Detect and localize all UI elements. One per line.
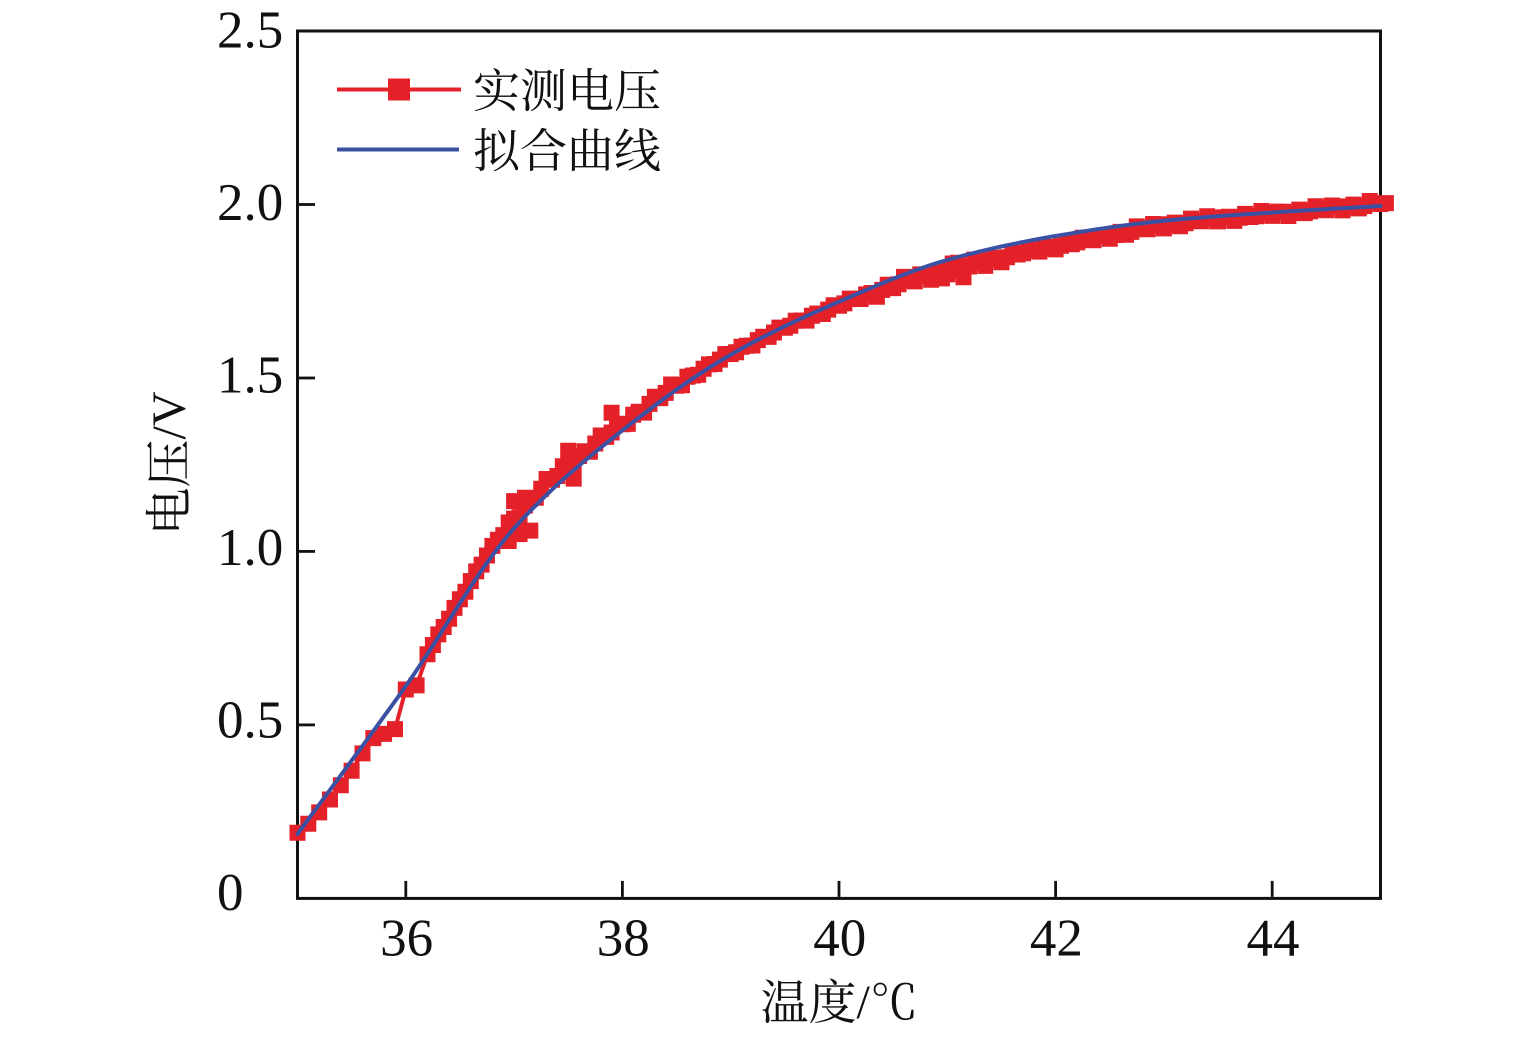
svg-text:/: / xyxy=(857,976,871,1029)
svg-text:40: 40 xyxy=(813,909,866,967)
svg-text:36: 36 xyxy=(380,909,433,967)
svg-text:2.0: 2.0 xyxy=(217,174,283,232)
svg-text:/V: /V xyxy=(143,391,196,439)
svg-text:2.5: 2.5 xyxy=(217,2,283,60)
svg-text:42: 42 xyxy=(1030,909,1083,967)
svg-text:38: 38 xyxy=(597,909,650,967)
svg-text:0: 0 xyxy=(217,864,244,922)
svg-text:1.5: 1.5 xyxy=(217,347,283,405)
svg-text:0.5: 0.5 xyxy=(217,692,283,750)
svg-text:44: 44 xyxy=(1247,909,1300,967)
svg-text:1.0: 1.0 xyxy=(217,519,283,577)
